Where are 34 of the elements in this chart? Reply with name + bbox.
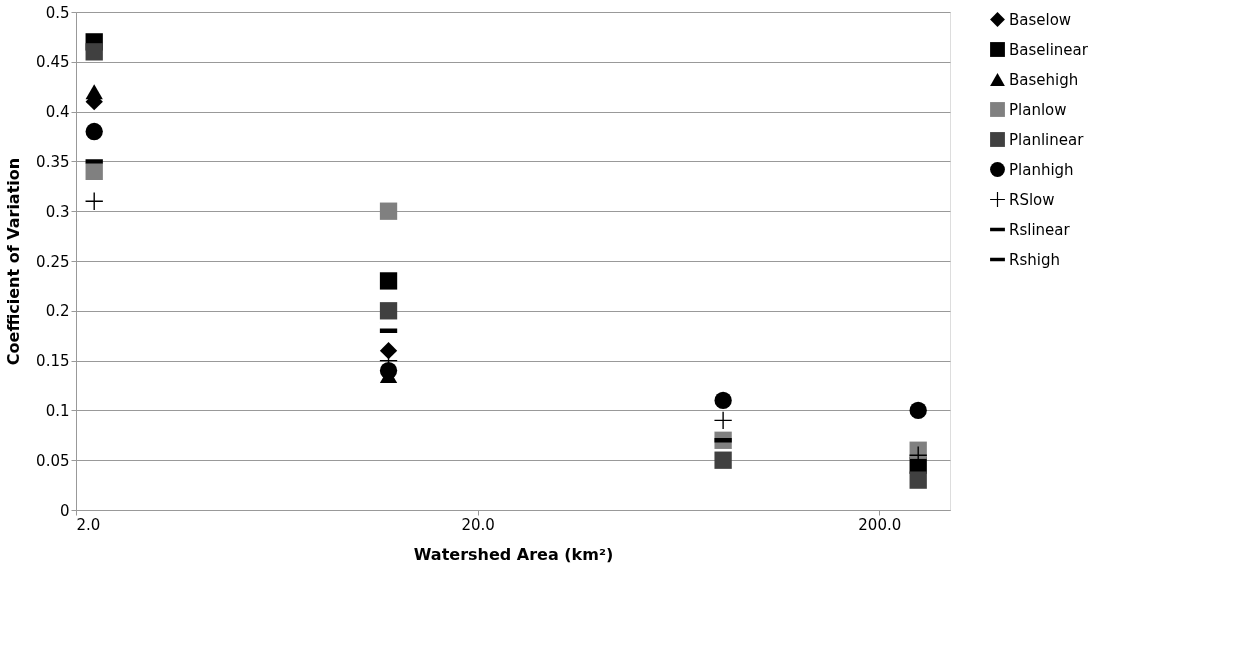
point [85, 122, 103, 141]
y-tick-label: 0.05 [36, 451, 70, 470]
y-tick-label: 0.35 [36, 152, 70, 171]
point [379, 361, 398, 380]
legend-label: Basehigh [1009, 70, 1079, 89]
x-tick-label: 2.0 [76, 515, 101, 534]
y-tick-label: 0.2 [45, 302, 70, 321]
x-tick-label: 20.0 [461, 515, 495, 534]
legend-label: Planhigh [1009, 160, 1074, 179]
point [379, 341, 398, 360]
y-tick-label: 0.5 [45, 3, 70, 22]
legend-label: Baselow [1009, 10, 1072, 29]
legend-label: RSlow [1009, 190, 1055, 209]
y-axis-title: Coefficient of Variation [4, 157, 24, 366]
point [85, 43, 103, 61]
legend-label: Rslinear [1009, 220, 1071, 239]
x-tick-label: 200.0 [858, 515, 902, 534]
point [379, 302, 398, 320]
y-tick-label: 0.15 [36, 352, 70, 371]
y-tick-label: 0.45 [36, 53, 70, 72]
y-tick-label: 0 [59, 501, 70, 520]
y-tick-label: 0.25 [36, 252, 70, 271]
y-tick-label: 0.4 [45, 103, 70, 122]
point [379, 202, 398, 220]
y-tick-label: 0.1 [45, 401, 70, 420]
point [85, 84, 103, 100]
legend-label: Planlinear [1009, 130, 1085, 149]
legend-label: Rshigh [1009, 250, 1060, 269]
legend-label: Baselinear [1009, 40, 1089, 59]
x-axis-title: Watershed Area (km²) [413, 544, 614, 564]
point [379, 272, 398, 290]
legend-label: Planlow [1009, 100, 1067, 119]
y-tick-label: 0.3 [45, 202, 70, 221]
point [85, 162, 103, 181]
